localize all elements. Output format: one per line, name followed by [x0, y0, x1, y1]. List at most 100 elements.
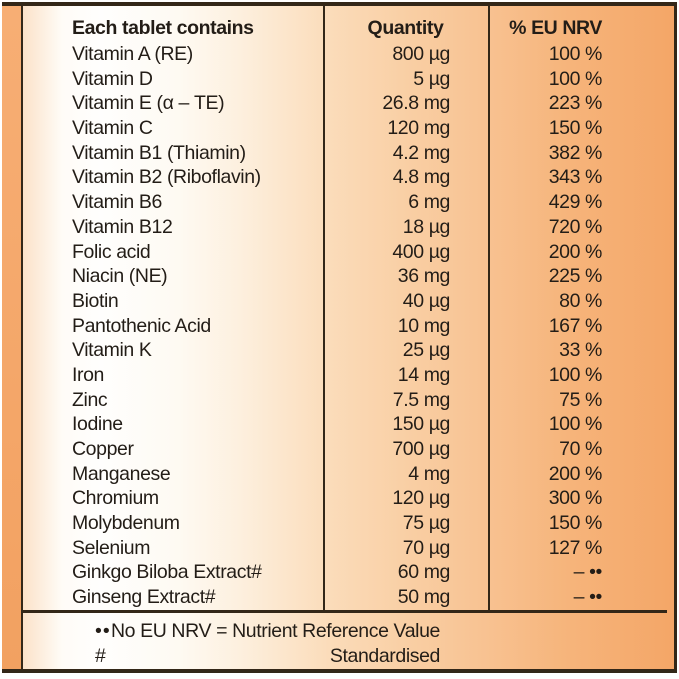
- table-row: Vitamin B6 6 mg 429 %: [23, 190, 674, 215]
- ingredient-nrv: 720 %: [548, 215, 603, 238]
- ingredient-name: Ginseng Extract#: [72, 586, 216, 609]
- ingredient-name: Biotin: [72, 289, 119, 312]
- column-separator-quantity: [323, 6, 325, 610]
- ingredient-name: Selenium: [72, 536, 151, 559]
- ingredient-nrv: 100 %: [548, 67, 603, 90]
- ingredient-nrv: 343 %: [548, 166, 603, 189]
- ingredient-quantity: 400 µg: [392, 240, 450, 263]
- table-row: Pantothenic Acid 10 mg 167 %: [23, 314, 674, 339]
- ingredient-quantity: 800 µg: [392, 43, 450, 65]
- ingredient-nrv: 33 %: [559, 339, 602, 362]
- ingredient-nrv: – ••: [573, 561, 603, 584]
- ingredient-name: Ginkgo Biloba Extract#: [72, 561, 262, 584]
- ingredient-nrv: 382 %: [548, 141, 603, 164]
- ingredient-nrv: 429 %: [548, 191, 603, 214]
- table-row: Vitamin B12 18 µg 720 %: [23, 215, 674, 240]
- ingredient-nrv: 100 %: [548, 413, 603, 436]
- ingredient-nrv: 167 %: [548, 314, 603, 337]
- header-quantity: Quantity: [367, 17, 444, 39]
- header-nrv: % EU NRV: [509, 17, 602, 39]
- ingredient-name: Iodine: [72, 413, 123, 436]
- ingredient-name: Vitamin C: [72, 117, 153, 140]
- ingredient-nrv: 223 %: [548, 92, 603, 115]
- ingredient-name: Vitamin E (α – TE): [72, 92, 225, 115]
- ingredient-name: Manganese: [72, 462, 171, 485]
- ingredient-name: Vitamin B6: [72, 191, 162, 214]
- ingredient-quantity: 50 mg: [397, 586, 451, 609]
- table-row: Zinc 7.5 mg 75 %: [23, 388, 674, 413]
- table-row: Ginkgo Biloba Extract# 60 mg – ••: [23, 560, 674, 585]
- ingredient-quantity: 70 µg: [402, 536, 451, 559]
- ingredient-quantity: 4.2 mg: [392, 141, 451, 164]
- ingredient-quantity: 5 µg: [413, 67, 450, 90]
- ingredient-name: Vitamin B2 (Riboflavin): [72, 166, 261, 189]
- ingredient-quantity: 700 µg: [392, 438, 450, 460]
- ingredient-nrv: 100 %: [548, 363, 603, 386]
- ingredient-name: Pantothenic Acid: [72, 314, 211, 337]
- header-contains: Each tablet contains: [72, 17, 254, 39]
- ingredient-quantity: 6 mg: [408, 191, 450, 214]
- ingredient-nrv: 300 %: [548, 487, 603, 510]
- ingredient-name: Vitamin K: [72, 339, 152, 362]
- ingredient-name: Copper: [72, 438, 134, 460]
- table-row: Vitamin E (α – TE) 26.8 mg 223 %: [23, 91, 674, 116]
- footer-divider-line: [23, 610, 667, 613]
- table-row: Iodine 150 µg 100 %: [23, 412, 674, 437]
- footnote-row: # Standardised: [23, 644, 674, 669]
- ingredient-quantity: 10 mg: [397, 314, 451, 337]
- column-separator-nrv: [488, 6, 490, 610]
- ingredient-quantity: 18 µg: [402, 215, 451, 238]
- table-row: Vitamin A (RE) 800 µg 100 %: [23, 42, 674, 67]
- ingredient-nrv: 200 %: [548, 462, 603, 485]
- ingredient-quantity: 25 µg: [402, 339, 451, 362]
- ingredient-quantity: 7.5 mg: [392, 388, 451, 411]
- ingredient-quantity: 4.8 mg: [392, 166, 451, 189]
- ingredient-quantity: 60 mg: [397, 561, 451, 584]
- ingredient-nrv: 100 %: [548, 43, 603, 65]
- ingredient-name: Iron: [72, 363, 105, 386]
- footnotes-section: •• No EU NRV = Nutrient Reference Value …: [23, 613, 674, 669]
- table-row: Molybdenum 75 µg 150 %: [23, 511, 674, 536]
- ingredient-nrv: 75 %: [559, 388, 602, 411]
- ingredient-nrv: 80 %: [559, 289, 602, 312]
- table-row: Iron 14 mg 100 %: [23, 363, 674, 388]
- table-row: Vitamin B1 (Thiamin) 4.2 mg 382 %: [23, 141, 674, 166]
- table-row: Ginseng Extract# 50 mg – ••: [23, 585, 674, 610]
- left-margin-strip: [2, 6, 21, 669]
- ingredient-quantity: 40 µg: [402, 289, 451, 312]
- nutrition-table: Each tablet contains Quantity % EU NRV V…: [23, 6, 674, 610]
- ingredient-quantity: 120 µg: [392, 487, 450, 510]
- table-header-row: Each tablet contains Quantity % EU NRV: [23, 15, 674, 42]
- footnote-marker-bullets: ••: [95, 620, 111, 642]
- ingredient-nrv: 150 %: [548, 512, 603, 535]
- table-row: Vitamin D 5 µg 100 %: [23, 67, 674, 92]
- ingredient-name: Vitamin B12: [72, 215, 173, 238]
- table-row: Selenium 70 µg 127 %: [23, 536, 674, 561]
- ingredient-nrv: – ••: [573, 586, 603, 609]
- ingredient-nrv: 70 %: [559, 438, 602, 460]
- footnote-marker-hash: #: [95, 645, 107, 667]
- footnote-row: •• No EU NRV = Nutrient Reference Value: [23, 619, 674, 644]
- table-row: Vitamin K 25 µg 33 %: [23, 338, 674, 363]
- left-border-line: [21, 6, 23, 669]
- table-row: Copper 700 µg 70 %: [23, 437, 674, 462]
- ingredient-name: Molybdenum: [72, 512, 180, 535]
- ingredient-nrv: 200 %: [548, 240, 603, 263]
- ingredient-quantity: 75 µg: [402, 512, 451, 535]
- footnote-text: Standardised: [329, 645, 441, 667]
- ingredient-name: Vitamin A (RE): [72, 43, 193, 65]
- ingredient-nrv: 225 %: [548, 265, 603, 288]
- table-row: Chromium 120 µg 300 %: [23, 486, 674, 511]
- ingredient-quantity: 26.8 mg: [382, 92, 450, 115]
- ingredient-quantity: 150 µg: [392, 413, 450, 436]
- label-content: Each tablet contains Quantity % EU NRV V…: [23, 6, 674, 669]
- footnote-text: No EU NRV = Nutrient Reference Value: [110, 620, 440, 642]
- ingredient-nrv: 127 %: [548, 536, 603, 559]
- ingredient-nrv: 150 %: [548, 117, 603, 140]
- ingredient-name: Zinc: [72, 388, 108, 411]
- ingredient-name: Vitamin B1 (Thiamin): [72, 141, 246, 164]
- ingredient-name: Chromium: [72, 487, 159, 510]
- table-rows: Vitamin A (RE) 800 µg 100 % Vitamin D 5 …: [23, 42, 674, 610]
